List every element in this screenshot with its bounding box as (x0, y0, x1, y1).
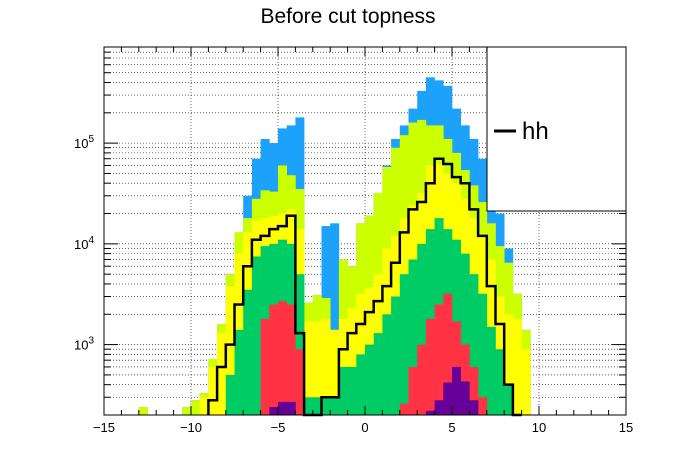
legend: hh (486, 46, 627, 212)
y-tick-label: 105 (74, 134, 94, 151)
stack-bar-5 (443, 382, 453, 415)
stack-bar-5 (425, 410, 435, 415)
stack-bar-3 (365, 344, 374, 415)
stack-bar-4 (434, 304, 444, 415)
stack-bar-4 (469, 366, 479, 415)
stack-bar-1 (191, 400, 200, 415)
stack-bar-2 (312, 321, 322, 415)
x-tick-label: 15 (619, 420, 633, 435)
stack-bar-3 (234, 329, 244, 415)
stack-bar-4 (443, 293, 453, 415)
stack-bar-3 (373, 333, 383, 415)
x-tick-label: 0 (361, 420, 368, 435)
stack-bar-2 (199, 397, 209, 415)
stack-bar-3 (304, 397, 314, 415)
stack-bar-4 (478, 397, 488, 415)
stack-bar-3 (504, 384, 514, 415)
stack-bar-5 (469, 400, 479, 415)
stack-bar-3 (330, 397, 340, 415)
y-tick-label: 103 (74, 336, 94, 353)
stack-bar-3 (495, 349, 505, 415)
hh-step-line (207, 157, 522, 417)
x-tick-label: −15 (93, 420, 115, 435)
stack-bar-3 (478, 293, 488, 415)
stack-bar-3 (243, 289, 253, 415)
stack-bar-3 (469, 274, 479, 415)
stack-bar-3 (251, 256, 261, 415)
stack-bar-1 (182, 407, 192, 415)
stack-bar-3 (486, 326, 496, 415)
stack-bar-2 (304, 321, 314, 415)
stack-bar-2 (225, 286, 235, 415)
stack-bar-2 (208, 366, 218, 415)
stack-bar-2 (347, 308, 357, 415)
stack-bar-3 (321, 397, 331, 415)
stack-bar-3 (295, 274, 305, 415)
stack-bar-5 (278, 401, 287, 415)
stack-bar-3 (312, 397, 322, 415)
x-tick-label: 5 (448, 420, 455, 435)
stack-bar-1 (138, 407, 148, 415)
stack-bar-3 (460, 253, 470, 415)
x-tick-label: −5 (271, 420, 286, 435)
stack-bar-5 (452, 366, 461, 415)
hh-histogram (207, 157, 522, 417)
stack-bar-3 (338, 366, 348, 415)
stack-bar-4 (269, 304, 279, 415)
stack-bar-3 (356, 354, 366, 415)
stack-bar-4 (286, 304, 296, 415)
stack-bar-3 (347, 366, 357, 415)
stack-bar-2 (512, 318, 522, 415)
stack-bar-3 (417, 243, 427, 415)
stack-bar-4 (278, 301, 287, 415)
stack-bar-0 (330, 223, 340, 415)
stack-bar-2 (504, 314, 514, 415)
stack-bar-2 (321, 318, 331, 415)
stacked-histograms (138, 77, 531, 416)
stack-bar-3 (391, 296, 401, 415)
stack-bar-3 (399, 274, 409, 415)
stack-bar-5 (286, 401, 296, 415)
stack-bar-5 (460, 381, 470, 415)
stack-bar-3 (225, 374, 235, 415)
y-tick-label: 104 (74, 235, 94, 252)
chart-title: Before cut topness (260, 5, 435, 28)
stack-bar-2 (330, 329, 340, 415)
x-tick-label: 10 (532, 420, 546, 435)
legend-label-hh: hh (522, 118, 549, 145)
stack-bar-4 (417, 344, 427, 415)
stack-bar-4 (408, 366, 418, 415)
x-tick-label: −10 (180, 420, 202, 435)
legend-box (486, 46, 627, 212)
stack-bar-3 (382, 314, 392, 415)
stack-bar-5 (269, 407, 279, 415)
tick-labels: −15 −10 −5 0 5 10 15 103 104 105 (74, 134, 633, 435)
stack-bar-3 (408, 259, 418, 415)
stack-bar-4 (399, 403, 409, 415)
stack-bar-2 (217, 333, 227, 415)
stack-bar-2 (521, 349, 531, 415)
stack-bar-4 (260, 318, 270, 415)
stack-bar-4 (425, 318, 435, 415)
stack-bar-5 (434, 400, 444, 415)
stack-bar-4 (295, 349, 305, 415)
stack-bar-4 (460, 344, 470, 415)
